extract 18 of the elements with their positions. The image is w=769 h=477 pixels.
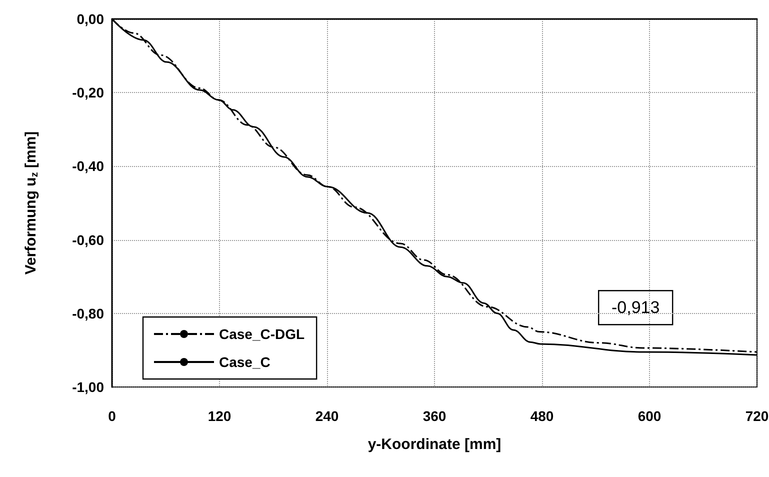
- x-tick-label: 120: [208, 408, 232, 424]
- annotation: -0,913: [612, 298, 660, 318]
- x-tick-label: 720: [745, 408, 769, 424]
- y-tick-label: -0,20: [72, 84, 104, 101]
- x-tick-label: 360: [422, 408, 446, 424]
- x-axis-title: y-Koordinate [mm]: [368, 436, 502, 453]
- y-tick-label: -0,40: [72, 158, 104, 174]
- y-tick-label: -0,60: [72, 232, 104, 248]
- y-axis-title: Verformung uz [mm]: [22, 131, 40, 275]
- y-tick-label: 0,00: [76, 11, 104, 27]
- x-tick-label: 480: [530, 408, 554, 424]
- legend-label: Case_C-DGL: [219, 326, 306, 342]
- x-tick-label: 600: [638, 408, 662, 424]
- x-tick-label: 0: [108, 408, 116, 424]
- x-tick-label: 240: [315, 408, 339, 424]
- legend-label: Case_C: [219, 354, 270, 370]
- y-tick-label: -0,80: [72, 305, 104, 322]
- y-tick-label: -1,00: [72, 379, 104, 395]
